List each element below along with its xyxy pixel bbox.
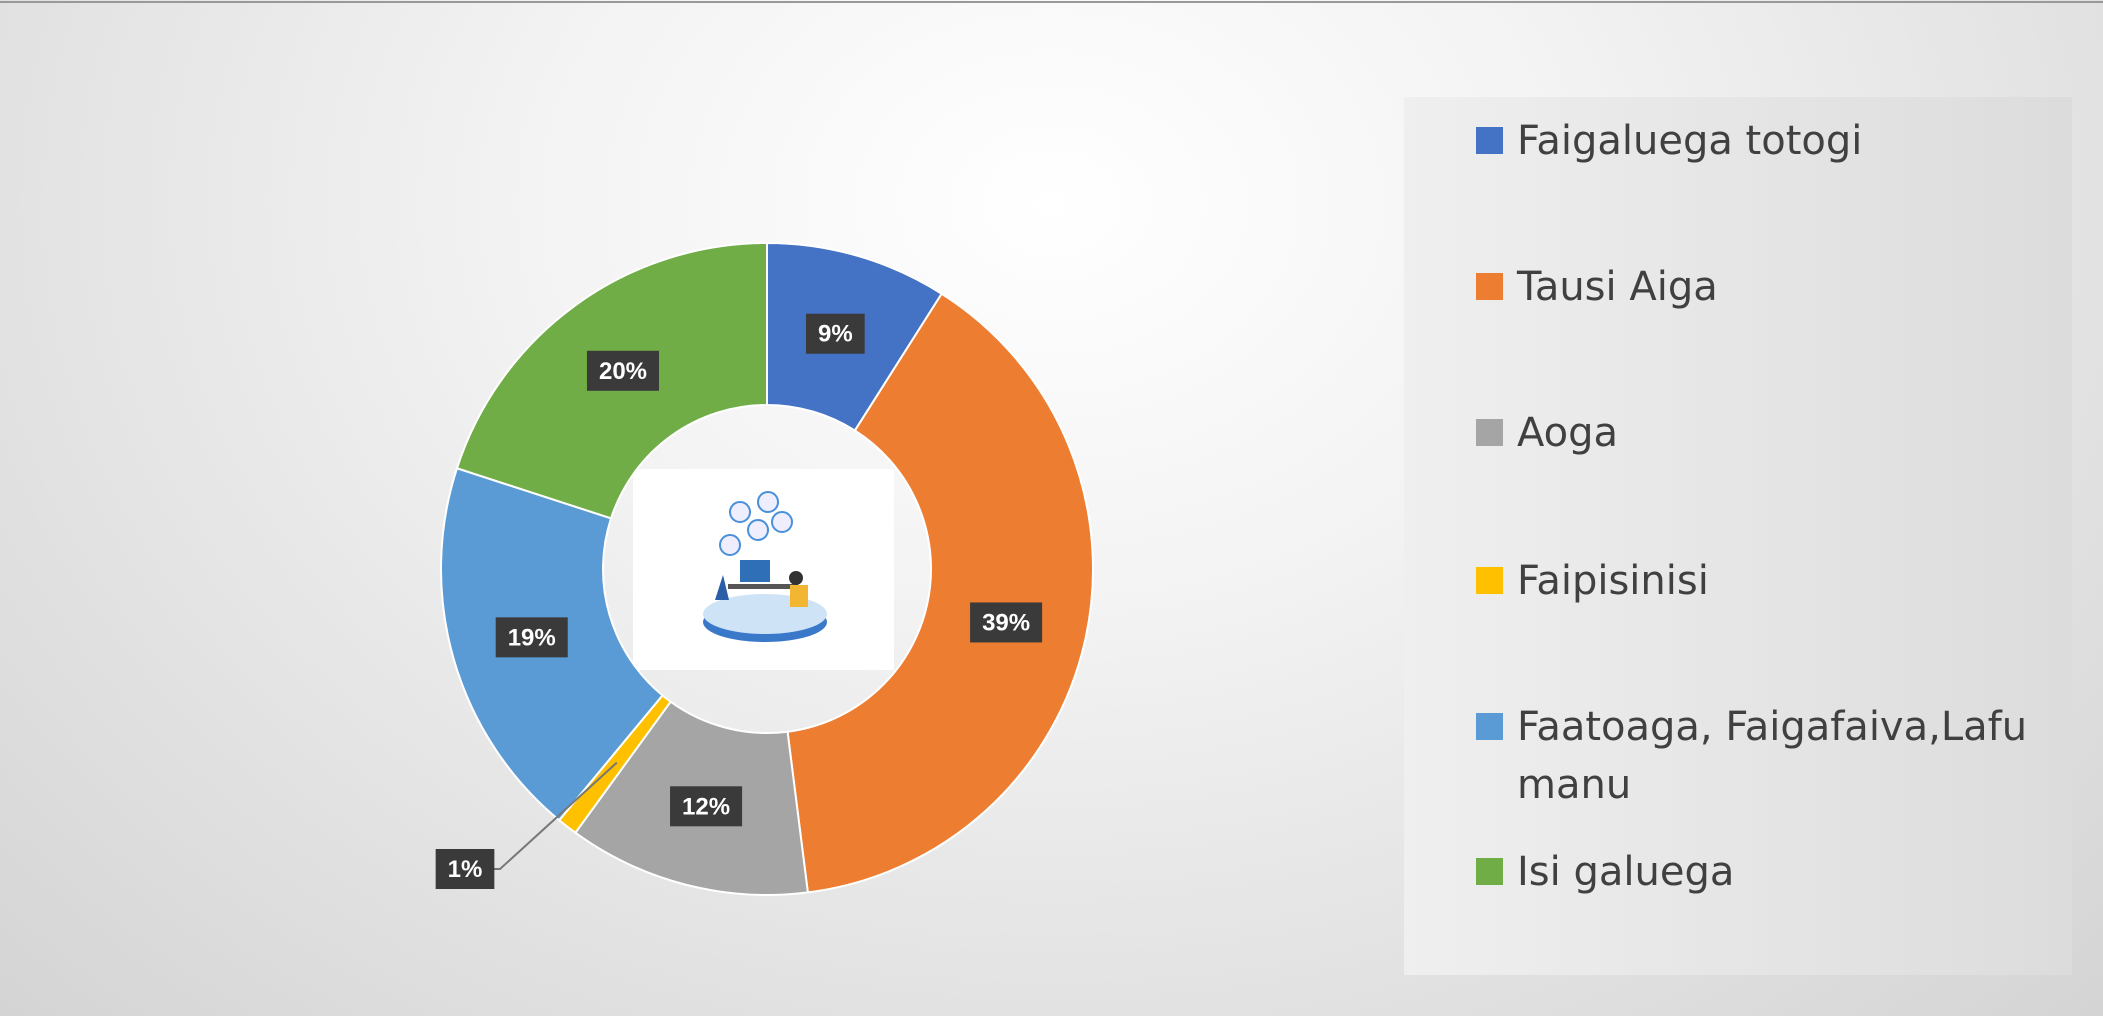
- data-label-text: 20%: [599, 358, 647, 385]
- legend-text: Faipisinisi: [1517, 558, 1709, 604]
- legend-text: Faigaluega totogi: [1517, 118, 1863, 164]
- data-label-text: 9%: [818, 321, 853, 348]
- legend-text: Faatoaga, Faigafaiva,Lafu manu: [1517, 704, 2028, 808]
- legend: Faigaluega totogi Tausi Aiga Aoga Faipisini…: [1404, 97, 2072, 975]
- data-label-text: 1%: [448, 856, 483, 883]
- data-label-box: [435, 849, 495, 889]
- data-label-text: 12%: [682, 793, 730, 820]
- legend-swatch: [1476, 858, 1503, 885]
- data-label: 19%: [495, 617, 568, 658]
- center-image: [633, 469, 894, 670]
- legend-swatch: [1476, 127, 1503, 154]
- legend-text: Isi galuega: [1517, 849, 1735, 895]
- legend-swatch: [1476, 273, 1503, 300]
- data-label-box: [670, 786, 743, 827]
- legend-item: Tausi Aiga: [1476, 258, 2036, 316]
- data-label: 39%: [970, 602, 1043, 643]
- data-label-text: 39%: [982, 609, 1030, 636]
- data-label-box: [806, 313, 865, 354]
- legend-swatch: [1476, 713, 1503, 740]
- legend-item: Aoga: [1476, 404, 2036, 462]
- legend-item: Faipisinisi: [1476, 552, 2036, 610]
- data-label: 1%: [435, 849, 495, 889]
- data-label-box: [495, 617, 568, 658]
- data-label-text: 19%: [508, 624, 556, 651]
- legend-item: Faatoaga, Faigafaiva,Lafu manu: [1476, 698, 2036, 814]
- legend-swatch: [1476, 567, 1503, 594]
- legend-text: Tausi Aiga: [1517, 264, 1718, 310]
- legend-swatch: [1476, 419, 1503, 446]
- data-label-box: [970, 602, 1043, 643]
- legend-item: Faigaluega totogi: [1476, 112, 2036, 170]
- data-label: 9%: [806, 313, 865, 354]
- legend-text: Aoga: [1517, 410, 1619, 456]
- donut-segment: [786, 292, 1094, 894]
- data-label: 20%: [586, 350, 660, 391]
- legend-item: Isi galuega: [1476, 843, 2036, 901]
- data-label: 12%: [670, 786, 743, 827]
- leader-line: [493, 761, 618, 870]
- data-label-box: [586, 350, 660, 391]
